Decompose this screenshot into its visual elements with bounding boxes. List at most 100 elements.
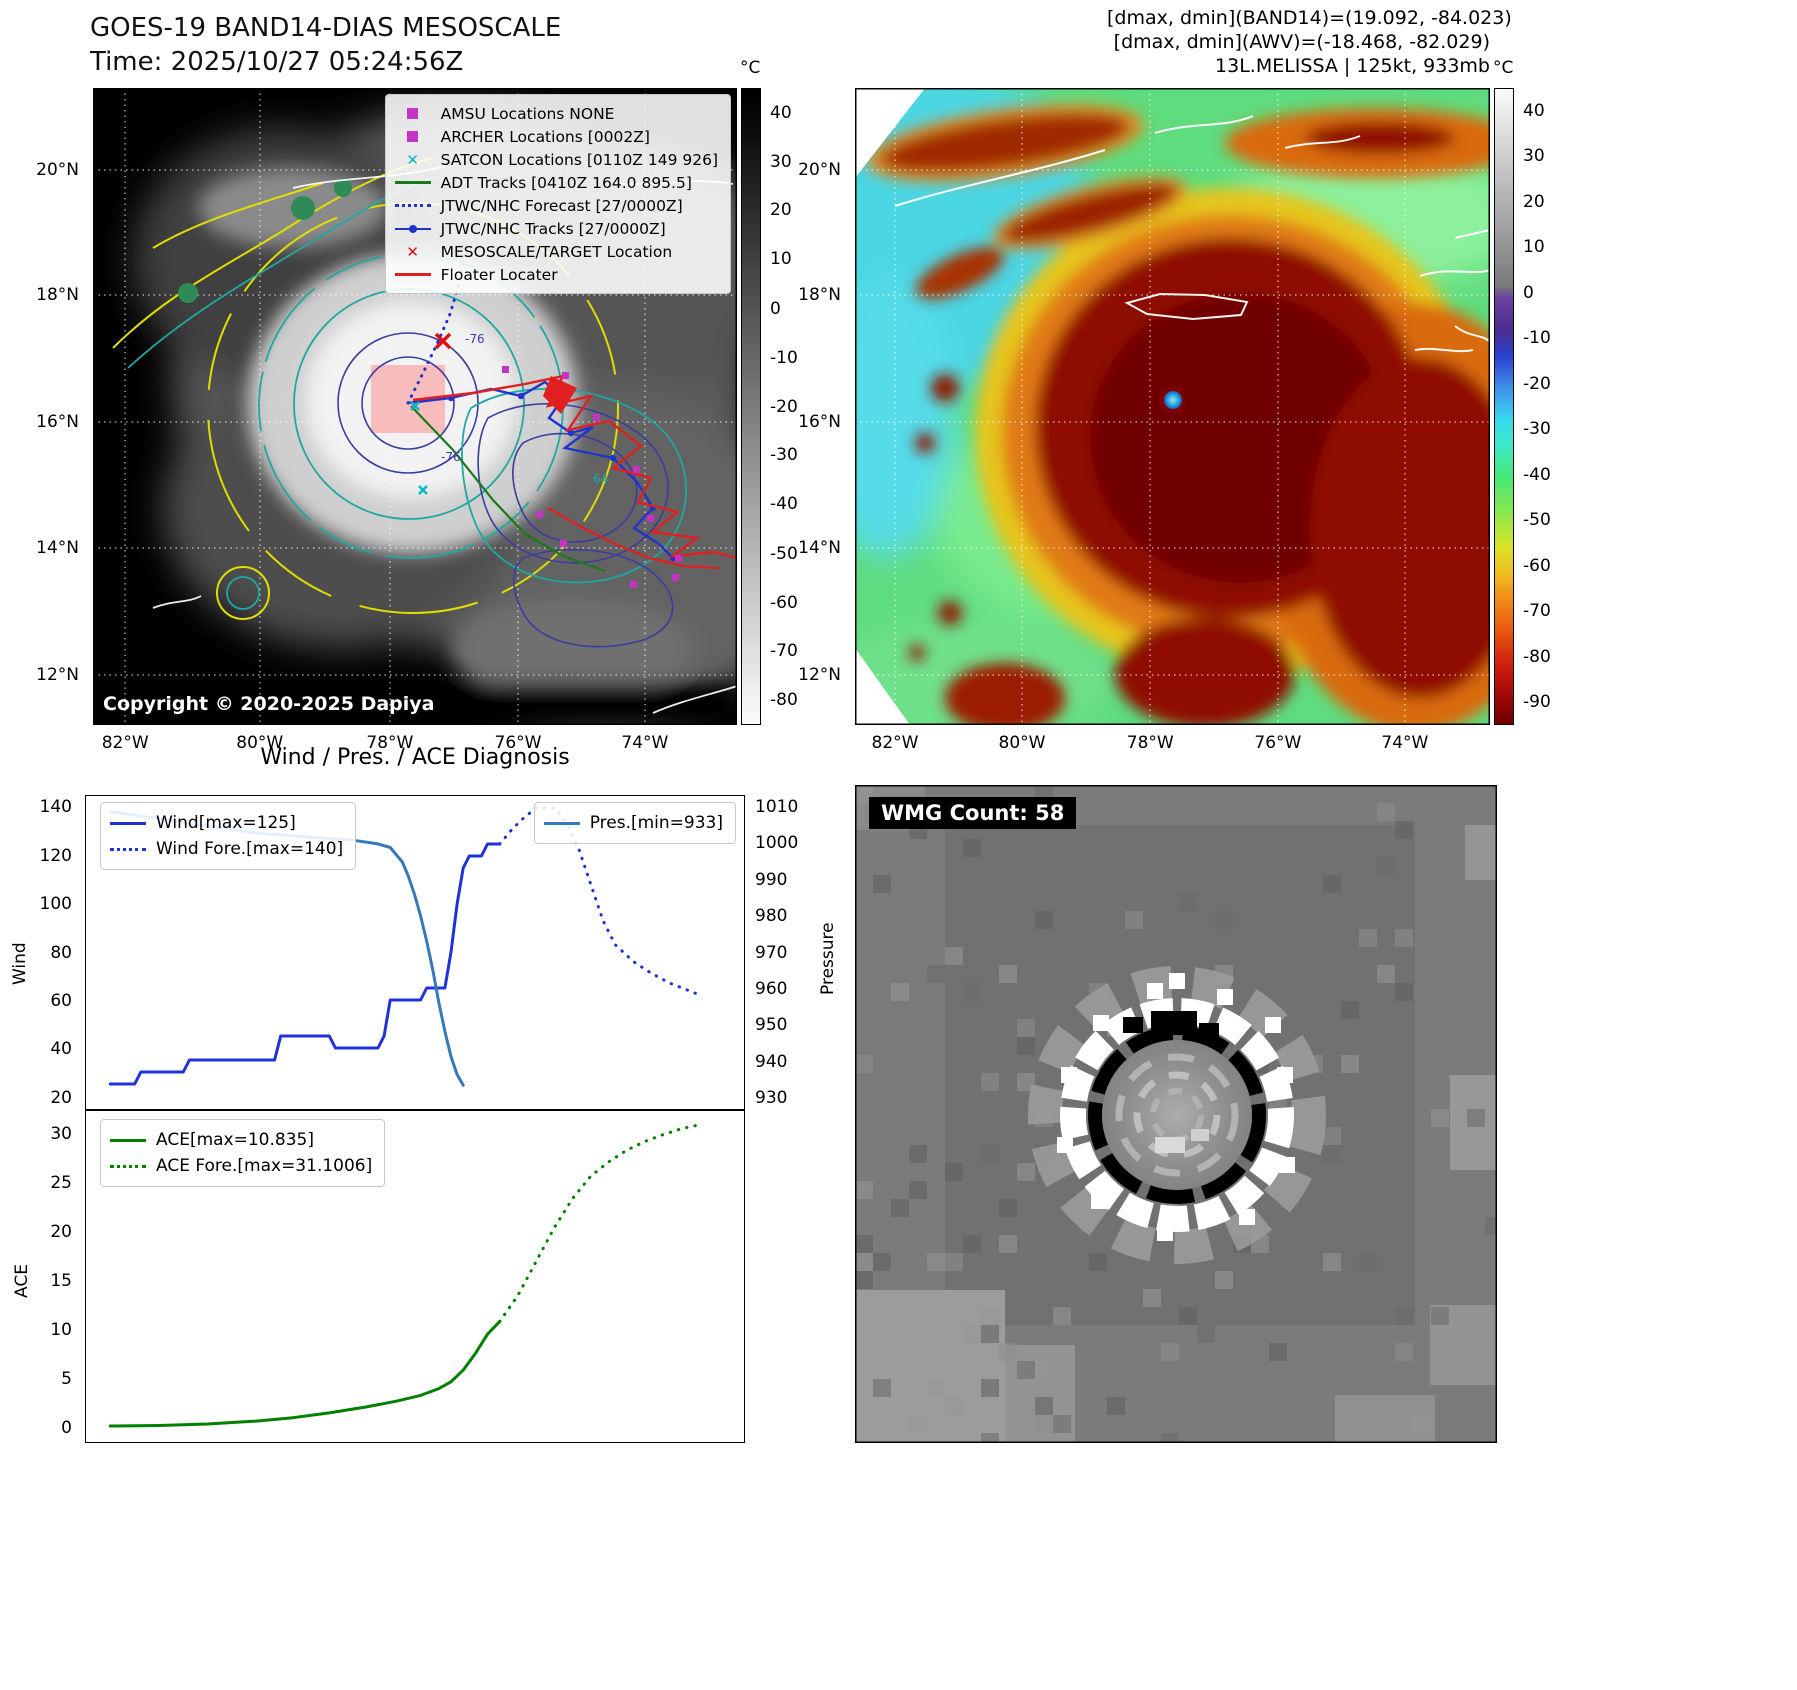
tick-label: 78°W bbox=[366, 733, 414, 753]
tick-label: 16°N bbox=[798, 411, 841, 432]
wmg-count-badge: WMG Count: 58 bbox=[869, 797, 1077, 829]
tick-label: 12°N bbox=[798, 665, 841, 686]
tick-label: 78°W bbox=[1126, 733, 1174, 753]
tick-label: 30 bbox=[1523, 146, 1545, 167]
awv-colorbar-ticks: 40 30 20 10 0 -10 -20 -30 -40 -50 -60 -70 -80 -90 bbox=[1519, 88, 1565, 725]
tick-label: -60 bbox=[1523, 555, 1551, 576]
tick-label: -60 bbox=[770, 592, 798, 613]
tick-label: 40 bbox=[1523, 100, 1545, 121]
legend-item: ACE[max=10.835] bbox=[109, 1127, 372, 1153]
legend-marker-dotted bbox=[109, 841, 147, 857]
tick-label: 40 bbox=[50, 1039, 72, 1060]
diagnosis-title: Wind / Pres. / ACE Diagnosis bbox=[260, 745, 570, 770]
contour-label: 64 bbox=[593, 472, 609, 486]
tick-label: 140 bbox=[39, 797, 72, 818]
band14-timestamp: Time: 2025/10/27 05:24:56Z bbox=[90, 47, 464, 77]
legend-marker-line bbox=[109, 815, 147, 831]
legend-label: Floater Locater bbox=[440, 265, 558, 284]
tick-label: 20 bbox=[770, 200, 792, 221]
tick-label: 80 bbox=[50, 942, 72, 963]
tick-label: 80°W bbox=[998, 733, 1046, 753]
legend-label: ARCHER Locations [0002Z] bbox=[440, 127, 650, 146]
tick-label: -80 bbox=[1523, 646, 1551, 667]
awv-header: [dmax, dmin](BAND14)=(19.092, -84.023) [… bbox=[1107, 6, 1512, 78]
tick-label: 960 bbox=[755, 978, 788, 999]
projection-edge bbox=[855, 648, 910, 725]
pressure-axis-label: Pressure bbox=[818, 922, 838, 995]
eyewall-structure bbox=[1028, 966, 1326, 1264]
legend-label: ACE Fore.[max=31.1006] bbox=[156, 1156, 373, 1176]
tick-label: 990 bbox=[755, 869, 788, 890]
tick-label: -70 bbox=[770, 641, 798, 662]
tick-label: 15 bbox=[50, 1271, 72, 1292]
pressure-y-axis: 1010 1000 990 980 970 960 950 940 930 bbox=[751, 795, 801, 1110]
legend-label: Wind Fore.[max=140] bbox=[156, 839, 344, 859]
tick-label: 18°N bbox=[36, 285, 79, 306]
legend-item: JTWC/NHC Forecast [27/0000Z] bbox=[394, 194, 718, 217]
tick-label: -50 bbox=[770, 543, 798, 564]
wind-y-axis: 140 120 100 80 60 40 20 bbox=[30, 795, 78, 1110]
tick-label: 14°N bbox=[36, 537, 79, 558]
latlon-grid bbox=[855, 88, 1490, 725]
awv-satellite-map bbox=[855, 88, 1490, 725]
tick-label: -80 bbox=[770, 690, 798, 711]
ace-chart: ACE[max=10.835] ACE Fore.[max=31.1006] bbox=[85, 1110, 745, 1443]
awv-colorbar bbox=[1494, 88, 1514, 725]
legend-item: Wind Fore.[max=140] bbox=[109, 836, 343, 862]
awv-lat-axis: 20°N 18°N 16°N 14°N 12°N bbox=[795, 88, 847, 725]
tick-label: 980 bbox=[755, 906, 788, 927]
tick-label: 1000 bbox=[755, 833, 799, 854]
contour-label: -76 bbox=[465, 332, 485, 346]
tick-label: -20 bbox=[1523, 373, 1551, 394]
tick-label: 940 bbox=[755, 1051, 788, 1072]
tick-label: -10 bbox=[770, 347, 798, 368]
wmg-pixel-map bbox=[855, 785, 1497, 1443]
band14-lat-axis: 20°N 18°N 16°N 14°N 12°N bbox=[33, 88, 85, 725]
legend-label: ADT Tracks [0410Z 164.0 895.5] bbox=[440, 173, 692, 192]
band14-map-legend: AMSU Locations NONE ARCHER Locations [000… bbox=[384, 94, 731, 294]
tick-label: 60 bbox=[50, 990, 72, 1011]
band14-map-panel: AMSU Locations NONE ARCHER Locations [000… bbox=[93, 88, 737, 725]
tick-label: 82°W bbox=[101, 733, 149, 753]
legend-label: AMSU Locations NONE bbox=[440, 104, 615, 123]
series-line-dotted bbox=[498, 1123, 702, 1324]
dmax-dmin-band14: [dmax, dmin](BAND14)=(19.092, -84.023) bbox=[1107, 7, 1512, 29]
tick-label: -30 bbox=[770, 445, 798, 466]
tick-label: -70 bbox=[1523, 601, 1551, 622]
awv-lon-axis: 82°W 80°W 78°W 76°W 74°W bbox=[855, 729, 1490, 753]
legend-marker-x: ✕ bbox=[406, 242, 419, 261]
legend-marker-line bbox=[394, 267, 432, 283]
legend-marker-line bbox=[109, 1132, 147, 1148]
tick-label: -30 bbox=[1523, 419, 1551, 440]
legend-item: ADT Tracks [0410Z 164.0 895.5] bbox=[394, 171, 718, 194]
tick-label: 16°N bbox=[36, 411, 79, 432]
tick-label: 80°W bbox=[236, 733, 284, 753]
tick-label: 10 bbox=[1523, 237, 1545, 258]
tick-label: 20°N bbox=[36, 160, 79, 181]
tick-label: 1010 bbox=[755, 797, 799, 817]
band14-colorbar-ticks: 40 30 20 10 0 -10 -20 -30 -40 -50 -60 -70 -80 bbox=[766, 88, 810, 725]
satellite-fix-markers bbox=[410, 332, 682, 588]
wind-axis-label: Wind bbox=[10, 942, 30, 985]
tick-label: 20 bbox=[1523, 191, 1545, 212]
tick-label: 82°W bbox=[871, 733, 919, 753]
tick-label: 74°W bbox=[621, 733, 669, 753]
light-gray-patches bbox=[855, 785, 1497, 1443]
legend-item: ✕ MESOSCALE/TARGET Location bbox=[394, 240, 718, 263]
band14-colorbar bbox=[741, 88, 761, 725]
coastlines bbox=[894, 115, 1490, 353]
legend-marker-line bbox=[543, 815, 581, 831]
copyright-text: Copyright © 2020-2025 Dapiya bbox=[103, 693, 435, 715]
tick-label: -20 bbox=[770, 396, 798, 417]
tick-label: 20 bbox=[50, 1087, 72, 1108]
tick-label: -40 bbox=[770, 494, 798, 515]
storm-tracks bbox=[406, 258, 737, 573]
legend-label: ACE[max=10.835] bbox=[156, 1130, 314, 1150]
legend-label: JTWC/NHC Tracks [27/0000Z] bbox=[440, 219, 666, 238]
ace-y-axis: 30 25 20 15 10 5 0 bbox=[30, 1110, 78, 1443]
tick-label: 930 bbox=[755, 1087, 788, 1108]
band14-lon-axis: 82°W 80°W 78°W 76°W 74°W bbox=[93, 729, 737, 753]
tick-label: -50 bbox=[1523, 510, 1551, 531]
tick-label: -90 bbox=[1523, 692, 1551, 713]
ace-legend: ACE[max=10.835] ACE Fore.[max=31.1006] bbox=[100, 1119, 386, 1187]
